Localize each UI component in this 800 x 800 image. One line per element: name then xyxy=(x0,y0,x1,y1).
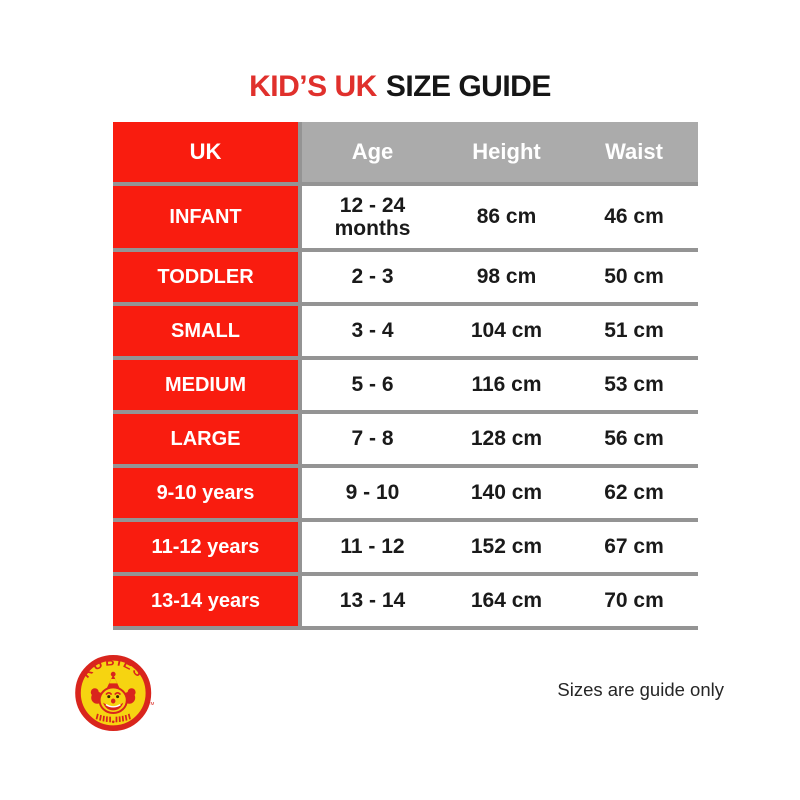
uk-cell: MEDIUM xyxy=(113,356,302,412)
table-row: 11-12 years 11 - 12 152 cm 67 cm xyxy=(113,518,698,574)
column-header-height: Height xyxy=(443,122,570,184)
uk-cell: SMALL xyxy=(113,302,302,358)
table-row: 9-10 years 9 - 10 140 cm 62 cm xyxy=(113,464,698,520)
table-row: TODDLER 2 - 3 98 cm 50 cm xyxy=(113,248,698,304)
height-cell: 152 cm xyxy=(443,518,570,574)
waist-cell: 67 cm xyxy=(570,518,698,574)
trademark-symbol: TM xyxy=(148,701,154,707)
table-row: LARGE 7 - 8 128 cm 56 cm xyxy=(113,410,698,466)
age-cell: 11 - 12 xyxy=(300,518,443,574)
age-cell: 7 - 8 xyxy=(300,410,443,466)
size-guide-table: UK Age Height Waist INFANT 12 - 24 month… xyxy=(113,122,698,630)
uk-cell: TODDLER xyxy=(113,248,302,304)
uk-cell: INFANT xyxy=(113,182,302,250)
page-title-accent: KID’S UK xyxy=(249,70,377,103)
height-cell: 98 cm xyxy=(443,248,570,304)
page-title-rest: SIZE GUIDE xyxy=(385,70,552,103)
uk-cell: 13-14 years xyxy=(113,572,302,628)
height-cell: 104 cm xyxy=(443,302,570,358)
waist-cell: 70 cm xyxy=(570,572,698,628)
height-cell: 116 cm xyxy=(443,356,570,412)
age-cell: 12 - 24 months xyxy=(300,182,443,250)
rubies-brand-logo: RUBIES xyxy=(75,653,154,731)
waist-cell: 50 cm xyxy=(570,248,698,304)
height-cell: 164 cm xyxy=(443,572,570,628)
age-cell: 2 - 3 xyxy=(300,248,443,304)
column-header-waist: Waist xyxy=(570,122,698,184)
table-row: 13-14 years 13 - 14 164 cm 70 cm xyxy=(113,572,698,628)
height-cell: 140 cm xyxy=(443,464,570,520)
uk-cell: LARGE xyxy=(113,410,302,466)
guide-note: Sizes are guide only xyxy=(557,679,724,700)
waist-cell: 53 cm xyxy=(570,356,698,412)
uk-cell: 9-10 years xyxy=(113,464,302,520)
age-cell: 3 - 4 xyxy=(300,302,443,358)
waist-cell: 56 cm xyxy=(570,410,698,466)
table-row: SMALL 3 - 4 104 cm 51 cm xyxy=(113,302,698,358)
age-cell: 9 - 10 xyxy=(300,464,443,520)
clown-icon xyxy=(90,671,136,724)
page-title: KID’S UK SIZE GUIDE xyxy=(0,70,800,104)
age-cell: 13 - 14 xyxy=(300,572,443,628)
table-row: INFANT 12 - 24 months 86 cm 46 cm xyxy=(113,182,698,250)
column-header-uk: UK xyxy=(113,122,302,184)
age-cell: 5 - 6 xyxy=(300,356,443,412)
column-header-age: Age xyxy=(300,122,443,184)
table-row: MEDIUM 5 - 6 116 cm 53 cm xyxy=(113,356,698,412)
waist-cell: 46 cm xyxy=(570,182,698,250)
height-cell: 128 cm xyxy=(443,410,570,466)
uk-cell: 11-12 years xyxy=(113,518,302,574)
height-cell: 86 cm xyxy=(443,182,570,250)
table-header-row: UK Age Height Waist xyxy=(113,122,698,184)
waist-cell: 62 cm xyxy=(570,464,698,520)
waist-cell: 51 cm xyxy=(570,302,698,358)
